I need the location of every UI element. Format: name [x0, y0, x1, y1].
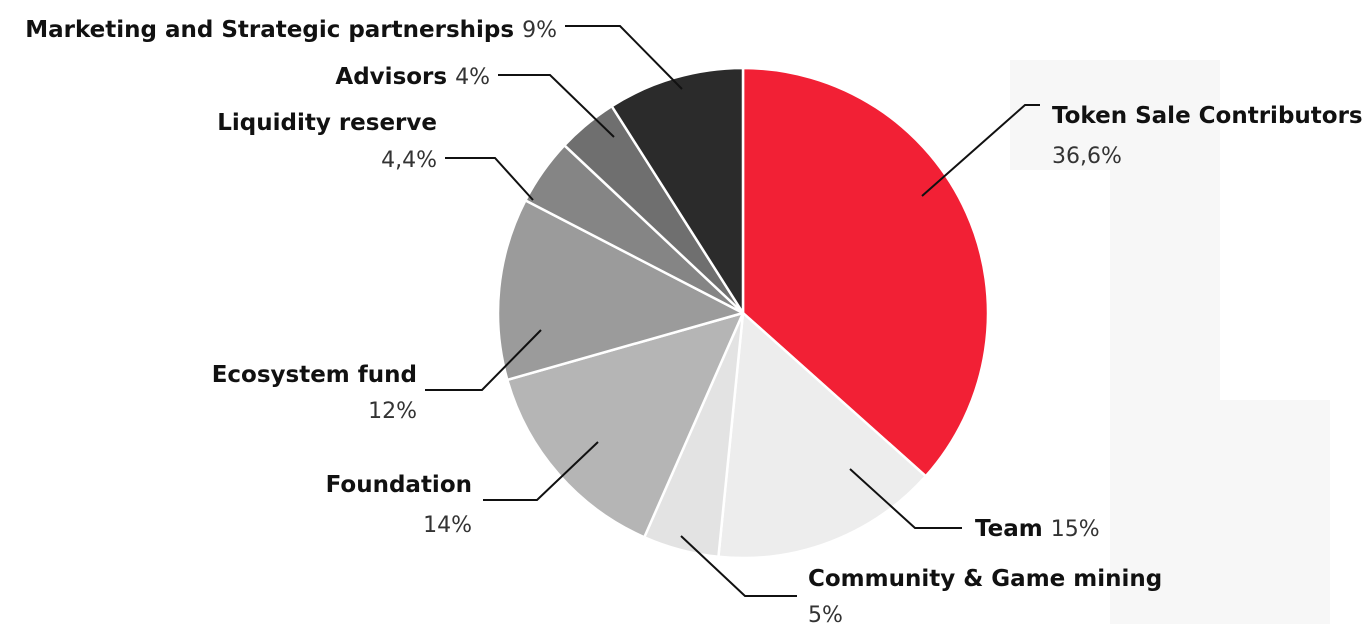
label-value-token-sale-contributors: 36,6% [1052, 144, 1122, 169]
label-name-token-sale-contributors: Token Sale Contributors [1052, 103, 1363, 129]
leader-line-marketing-and-strategic-partnerships [565, 25, 683, 90]
label-name-ecosystem-fund: Ecosystem fund [212, 362, 417, 388]
label-value-team: 15% [1051, 517, 1100, 542]
leader-line-token-sale-contributors [921, 104, 1040, 197]
slice-labels: Token Sale Contributors 36,6% Team 15% Comm… [25, 17, 1363, 628]
slice-ecosystem-fund [496, 199, 745, 382]
label-value-ecosystem-fund: 12% [368, 399, 417, 424]
background-watermark [1010, 60, 1330, 624]
label-value-marketing-and-strategic-partnerships: 9% [522, 18, 557, 43]
label-name-advisors: Advisors [335, 64, 455, 90]
leader-lines [425, 25, 1040, 597]
background-mark [1010, 60, 1330, 624]
slice-token-sale-contributors [741, 66, 990, 478]
leader-line-advisors [498, 74, 615, 138]
label-name-foundation: Foundation [326, 472, 472, 498]
label-value-community-and-game-mining: 5% [808, 603, 843, 624]
pie-slices [496, 66, 990, 560]
label-name-liquidity-reserve: Liquidity reserve [217, 110, 437, 136]
label-value-advisors: 4% [455, 65, 490, 90]
label-value-foundation: 14% [423, 513, 472, 538]
leader-line-ecosystem-fund [425, 329, 542, 391]
leader-line-community-and-game-mining [680, 535, 797, 597]
slice-team [717, 311, 928, 560]
leader-line-foundation [483, 441, 599, 501]
label-name-team: Team [975, 516, 1051, 542]
label-value-liquidity-reserve: 4,4% [381, 148, 437, 173]
label-marketing-and-strategic-partnerships: Marketing and Strategic partnerships 9% [25, 17, 557, 43]
leader-line-liquidity-reserve [445, 157, 534, 201]
leader-line-team [849, 468, 962, 529]
label-advisors: Advisors 4% [335, 64, 490, 90]
label-name-community-and-game-mining: Community & Game mining [808, 566, 1162, 592]
label-team: Team 15% [975, 516, 1100, 542]
slice-foundation [506, 311, 745, 539]
slice-marketing-and-strategic-partnerships [610, 66, 745, 315]
label-name-marketing-and-strategic-partnerships: Marketing and Strategic partnerships [25, 17, 522, 43]
